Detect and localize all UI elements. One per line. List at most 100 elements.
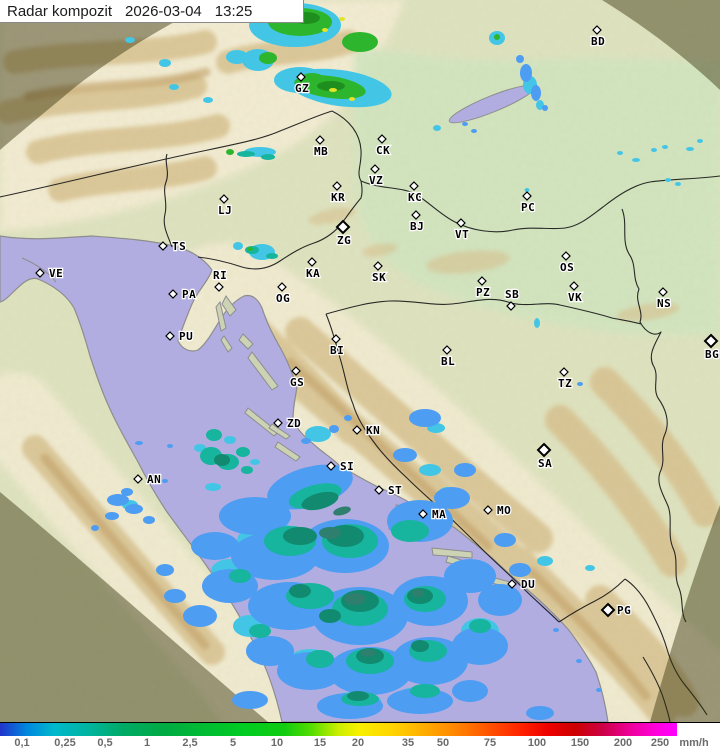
station-marker-diamond (332, 181, 342, 191)
station-label: PA (182, 288, 196, 301)
station-label: RI (213, 269, 227, 282)
station-TZ: TZ (557, 367, 573, 391)
station-label: SB (505, 288, 519, 301)
station-label: KC (408, 191, 422, 204)
station-label: TS (172, 240, 186, 253)
station-marker-diamond (326, 461, 336, 471)
station-marker-diamond (374, 485, 384, 495)
scale-tick: 0,5 (97, 737, 113, 749)
station-PU: PU (165, 329, 194, 344)
station-marker-diamond (377, 134, 387, 144)
station-marker-diamond (536, 442, 552, 458)
station-SI: SI (326, 459, 355, 474)
station-marker-diamond (561, 251, 571, 261)
echo-layer-core (319, 506, 424, 657)
scale-tick: 10 (270, 737, 284, 749)
scale-tick: 15 (313, 737, 327, 749)
station-marker-diamond (277, 282, 287, 292)
station-MA: MA (418, 507, 447, 522)
station-layer: GZ BD MB CK VZ KR LJ KC BJ PC ZG VT TS RI KA SK OS VE PA OG… (35, 25, 720, 618)
station-marker-diamond (307, 257, 317, 267)
station-marker-diamond (315, 135, 325, 145)
product-title: Radar kompozit (7, 2, 113, 20)
station-VK: VK (567, 281, 583, 305)
station-marker-diamond (273, 418, 283, 428)
scale-unit: mm/h (679, 737, 709, 749)
station-marker-diamond (507, 579, 517, 589)
intensity-scale (0, 722, 720, 736)
station-MO: MO (483, 503, 512, 518)
station-label: AN (147, 473, 161, 486)
station-NS: NS (656, 287, 672, 311)
scale-tick: 0,25 (54, 737, 76, 749)
station-label: BL (441, 355, 455, 368)
station-MB: MB (313, 135, 329, 159)
map-canvas: GZ BD MB CK VZ KR LJ KC BJ PC ZG VT TS RI KA SK OS VE PA OG… (0, 0, 720, 722)
station-label: SA (538, 457, 552, 470)
station-marker-diamond (592, 25, 602, 35)
station-label: KA (306, 267, 320, 280)
station-marker-diamond (559, 367, 569, 377)
station-label: PC (521, 201, 535, 214)
station-marker-diamond (418, 509, 428, 519)
station-label: PZ (476, 286, 490, 299)
station-label: LJ (218, 204, 232, 217)
station-marker-diamond (600, 602, 616, 618)
scale-tick: 200 (613, 737, 633, 749)
station-marker-diamond (168, 289, 178, 299)
scale-tick: 35 (401, 737, 415, 749)
station-marker-diamond (35, 268, 45, 278)
station-RI: RI (212, 268, 228, 292)
station-PG: PG (600, 602, 632, 618)
station-label: VT (455, 228, 469, 241)
station-SA: SA (536, 442, 553, 471)
station-AN: AN (133, 472, 162, 487)
station-CK: CK (375, 134, 391, 158)
station-KR: KR (330, 181, 346, 205)
station-marker-diamond (214, 282, 224, 292)
scale-tick: 250 (650, 737, 670, 749)
station-BD: BD (590, 25, 606, 49)
station-GS: GS (289, 366, 305, 390)
station-label: BI (330, 344, 344, 357)
station-KC: KC (407, 181, 423, 205)
station-marker-diamond (483, 505, 493, 515)
station-SK: SK (371, 261, 387, 285)
station-label: BJ (410, 220, 424, 233)
station-ZG: ZG (335, 219, 352, 248)
station-VE: VE (35, 266, 64, 281)
station-label: SK (372, 271, 386, 284)
station-label: PU (179, 330, 193, 343)
station-VT: VT (454, 218, 470, 242)
scale-tick: 1 (143, 737, 151, 749)
station-label: KR (331, 191, 345, 204)
station-marker-diamond (133, 474, 143, 484)
station-label: GZ (295, 82, 309, 95)
station-ST: ST (374, 483, 403, 498)
station-KN: KN (352, 423, 381, 438)
station-label: KN (366, 424, 380, 437)
composite-date: 2026-03-04 (125, 2, 202, 20)
station-label: MB (314, 145, 328, 158)
echo-layer-yellow (322, 17, 355, 101)
station-OS: OS (559, 251, 575, 275)
station-label: GS (290, 376, 304, 389)
station-label: BD (591, 35, 605, 48)
station-marker-diamond (291, 366, 301, 376)
station-marker-diamond (219, 194, 229, 204)
station-marker-diamond (506, 301, 516, 311)
station-marker-diamond (569, 281, 579, 291)
station-marker-diamond (522, 191, 532, 201)
station-marker-diamond (352, 425, 362, 435)
radar-map: GZ BD MB CK VZ KR LJ KC BJ PC ZG VT TS RI KA SK OS VE PA OG… (0, 0, 720, 722)
scale-tick: 5 (229, 737, 237, 749)
composite-time: 13:25 (214, 2, 253, 20)
station-label: VK (568, 291, 582, 304)
scale-tick: 2,5 (182, 737, 198, 749)
station-label: ZG (337, 234, 351, 247)
station-label: MA (432, 508, 446, 521)
station-marker-diamond (296, 72, 306, 82)
station-marker-diamond (658, 287, 668, 297)
title-bar: Radar kompozit 2026-03-04 13:25 (0, 0, 304, 23)
